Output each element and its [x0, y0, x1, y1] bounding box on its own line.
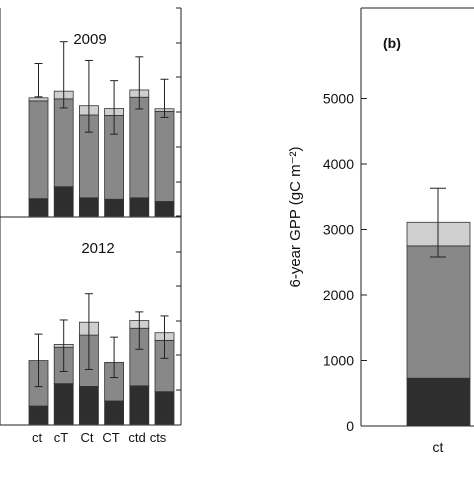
bar-segment-ct-1 [406, 377, 471, 427]
bar-segment-cT-2 [53, 98, 74, 188]
x-label-ctd: ctd [128, 430, 145, 445]
y-tick-label: 2000 [323, 287, 354, 303]
y-tick-label: 4000 [323, 156, 354, 172]
x-label-CT: CT [102, 430, 119, 445]
bar-segment-ctd-1 [129, 197, 150, 217]
x-label-ct: ct [32, 430, 43, 445]
panel-2009-bars [28, 41, 175, 217]
x-label-cT: cT [54, 430, 69, 445]
panel-2009: 2009 [0, 7, 182, 218]
bar-segment-ct-2 [28, 100, 49, 200]
bar-segment-CT-1 [104, 400, 124, 425]
panel-b: (b) 6-year GPP (gC m⁻²) 0 1000 2000 3000 400… [287, 7, 474, 455]
bar-segment-cts-2 [154, 110, 175, 202]
bar-segment-ct-1 [28, 198, 49, 217]
y-tick-label: 1000 [323, 353, 354, 369]
panel-b-y-ticks: 0 1000 2000 3000 4000 5000 [323, 91, 367, 434]
bar-segment-ctd-2 [129, 96, 150, 199]
panel-2012-x-labels: ct cT Ct CT ctd cts [32, 430, 167, 445]
bar-segment-ct-3 [28, 97, 49, 102]
panel-2012-right-ticks [176, 251, 181, 391]
panel-2012-title: 2012 [81, 240, 114, 257]
x-label-Ct: Ct [81, 430, 94, 445]
bar-segment-ctd-1 [129, 385, 150, 425]
x-label-cts: cts [150, 430, 167, 445]
bar-segment-Ct-1 [79, 386, 99, 425]
panel-2012-bars [28, 293, 175, 425]
bar-segment-ct-2 [406, 245, 471, 379]
bar-segment-cT-1 [53, 186, 74, 217]
y-tick-label: 0 [346, 418, 354, 434]
panel-b-label: (b) [383, 35, 401, 51]
y-tick-label: 3000 [323, 222, 354, 238]
x-label-ct: ct [433, 439, 444, 455]
bar-segment-ct-1 [28, 405, 49, 425]
panel-b-x-labels: ct [433, 439, 444, 455]
panel-b-y-axis-label: 6-year GPP (gC m⁻²) [287, 146, 304, 287]
bar-segment-cts-1 [154, 201, 175, 217]
bar-segment-cT-1 [53, 383, 74, 425]
bar-segment-CT-1 [104, 198, 124, 217]
panel-2009-title: 2009 [73, 31, 106, 48]
panel-2009-right-ticks [176, 7, 181, 217]
bar-segment-cts-1 [154, 391, 175, 425]
panel-b-bars [406, 187, 471, 427]
panel-2012: 2012 ct cT Ct CT ctd cts [0, 217, 182, 445]
bar-segment-Ct-1 [79, 197, 99, 217]
y-tick-label: 5000 [323, 91, 354, 107]
